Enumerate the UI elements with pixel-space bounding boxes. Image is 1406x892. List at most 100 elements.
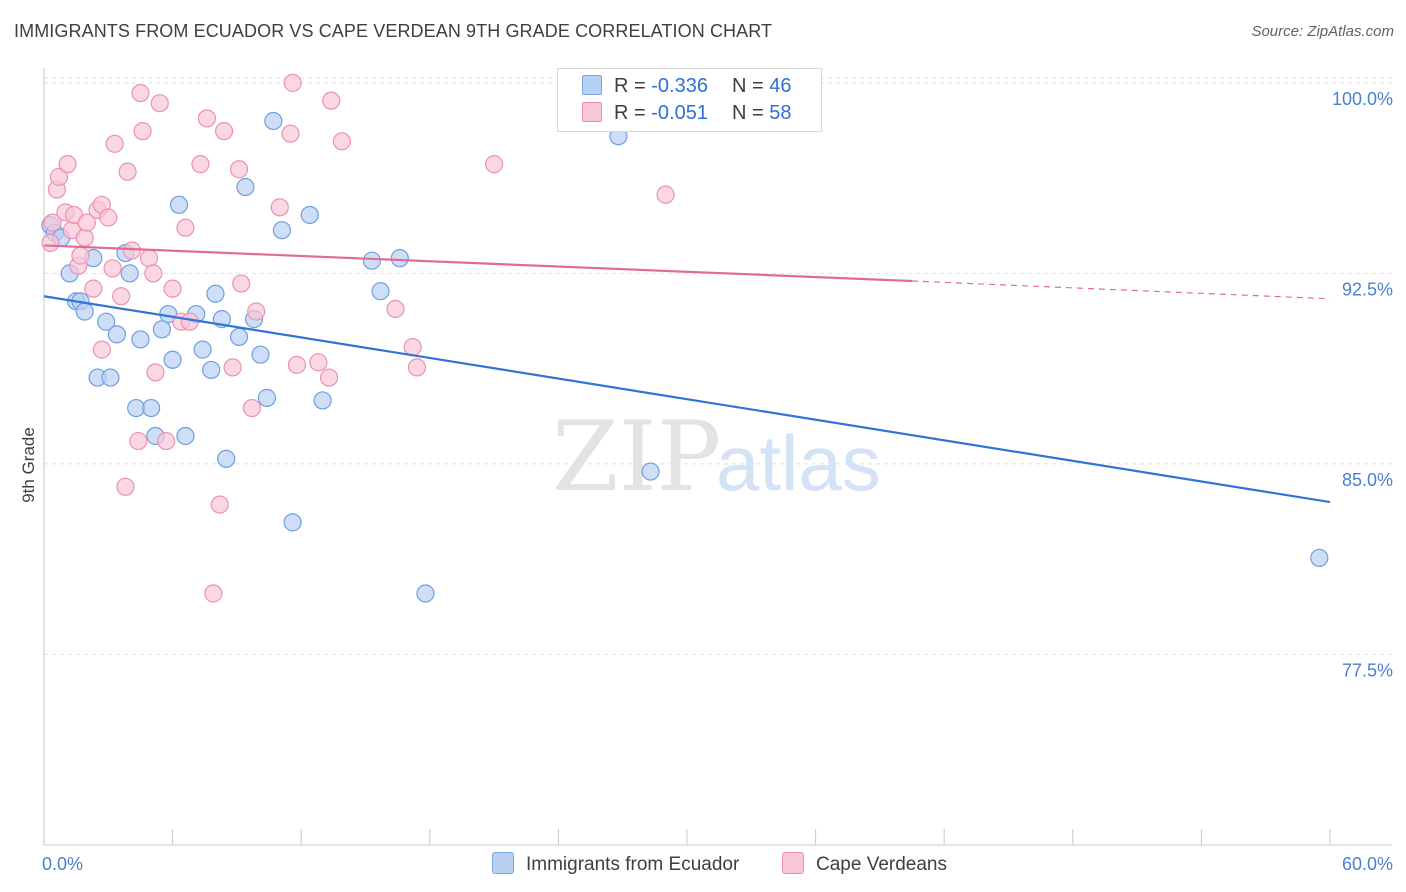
cape-verdean-point: [133, 122, 152, 141]
ecuador-point: [131, 330, 150, 349]
cape-verdean-point: [197, 109, 216, 128]
ecuador-point: [206, 284, 225, 303]
cape-verdean-point: [229, 160, 249, 179]
legend-swatch-ecuador: [582, 75, 602, 95]
cape-verdean-point: [386, 299, 405, 319]
cape-verdean-point: [84, 279, 103, 298]
ecuador-point: [202, 360, 221, 380]
cape-verdean-point: [77, 213, 96, 232]
cape-verdean-point: [103, 259, 122, 278]
bottom-legend-label-ecuador: Immigrants from Ecuador: [526, 854, 740, 875]
cape-verdean-point: [163, 279, 182, 298]
cape-verdean-point: [232, 274, 251, 293]
ecuador-point: [362, 251, 382, 270]
cape-verdean-point: [242, 398, 262, 418]
chart-title: IMMIGRANTS FROM ECUADOR VS CAPE VERDEAN …: [14, 21, 773, 41]
ecuador-point: [251, 345, 270, 364]
x-tick-label: 60.0%: [1342, 854, 1393, 874]
legend-n-prefix: N =: [732, 75, 770, 97]
cape-verdean-point: [157, 431, 176, 451]
ecuador-point: [236, 177, 255, 197]
cape-verdean-point: [146, 363, 165, 382]
ecuador-point: [272, 221, 292, 240]
trend-lines: [43, 244, 1331, 504]
tick-labels: 77.5% 85.0% 92.5% 100.0% 0.0% 60.0%: [42, 89, 1393, 874]
bottom-legend-cape-verdean: Cape Verdeans: [782, 852, 947, 876]
ecuador-point: [142, 398, 161, 418]
cape-verdean-point: [71, 246, 90, 265]
ecuador-point: [229, 327, 249, 347]
ecuador-point: [163, 350, 182, 369]
x-tick-label: 0.0%: [42, 854, 83, 874]
ecuador-point: [97, 312, 116, 331]
cape-verdean-point: [214, 122, 234, 141]
cape-verdean-point: [58, 155, 77, 174]
ecuador-point: [107, 325, 126, 344]
cape-verdean-point: [112, 287, 131, 306]
cape-verdean-point: [41, 233, 60, 253]
bottom-legend-ecuador: Immigrants from Ecuador: [492, 852, 739, 876]
cape-verdean-point: [407, 358, 427, 377]
cape-verdean-point: [191, 155, 210, 174]
cape-verdean-point: [309, 353, 328, 372]
cape-verdean-point: [49, 167, 69, 186]
legend-n-value-ecuador: 46: [769, 75, 792, 97]
cape-verdean-point: [99, 208, 118, 227]
legend: R = -0.336 N = 46 R = -0.051 N = 58: [557, 68, 822, 132]
cape-verdean-point: [75, 228, 94, 247]
ecuador-point: [313, 391, 332, 410]
cape-verdean-point: [403, 337, 422, 357]
ecuador-point: [193, 340, 212, 359]
cape-verdean-point: [319, 368, 339, 387]
ecuador-point: [283, 513, 302, 532]
legend-r-prefix: R =: [614, 102, 652, 124]
cape-verdean-point: [287, 355, 307, 374]
cape-verdean-point: [322, 91, 341, 110]
cape-verdean-point: [92, 340, 111, 359]
cape-verdean-point: [131, 83, 150, 103]
watermark-atlas: atlas: [716, 419, 881, 507]
ecuador-point: [101, 368, 120, 387]
cape-verdean-point: [176, 218, 195, 237]
cape-verdean-point: [247, 302, 266, 321]
source-label: Source: ZipAtlas.com: [1251, 23, 1394, 40]
ecuador-point: [217, 449, 236, 468]
axes: [43, 68, 1392, 846]
ecuador-point: [300, 205, 319, 225]
legend-r-prefix: R =: [614, 75, 652, 97]
ecuador-point: [152, 320, 171, 339]
data-points: [41, 73, 1329, 603]
cape-verdean-point: [332, 132, 352, 151]
ecuador-point: [1310, 548, 1329, 568]
legend-row-cape-verdean: R = -0.051 N = 58: [582, 102, 792, 128]
y-axis-title: 9th Grade: [19, 427, 38, 503]
cape-verdean-point: [144, 264, 163, 283]
y-tick-label: 85.0%: [1342, 470, 1393, 490]
y-tick-label: 100.0%: [1332, 89, 1393, 109]
cape-verdean-point: [150, 94, 169, 113]
bottom-legend-swatch-cape-verdean: [782, 852, 804, 874]
legend-swatch-cape-verdean: [582, 102, 602, 122]
cape-verdean-point: [656, 185, 675, 204]
cape-verdean-point: [180, 312, 199, 331]
cape-verdean-point: [283, 73, 302, 92]
cape-verdean-point: [485, 155, 504, 174]
cape-verdean-point: [118, 162, 137, 181]
legend-n-value-cape-verdean: 58: [769, 102, 792, 124]
legend-n-prefix: N =: [732, 102, 770, 124]
cape-verdean-point: [204, 584, 223, 603]
cape-verdean-trendline-extension: [912, 280, 1331, 300]
cape-verdean-trendline: [43, 244, 913, 283]
legend-row-ecuador: R = -0.336 N = 46: [582, 75, 792, 101]
cape-verdean-point: [223, 358, 242, 377]
legend-r-value-cape-verdean: -0.051: [651, 102, 708, 124]
ecuador-point: [390, 249, 409, 268]
cape-verdean-point: [122, 241, 141, 260]
ecuador-point: [641, 462, 660, 481]
ecuador-point: [169, 195, 189, 214]
legend-r-value-ecuador: -0.336: [651, 75, 708, 97]
ecuador-point: [75, 302, 94, 321]
ecuador-point: [257, 388, 277, 407]
cape-verdean-point: [281, 124, 300, 143]
